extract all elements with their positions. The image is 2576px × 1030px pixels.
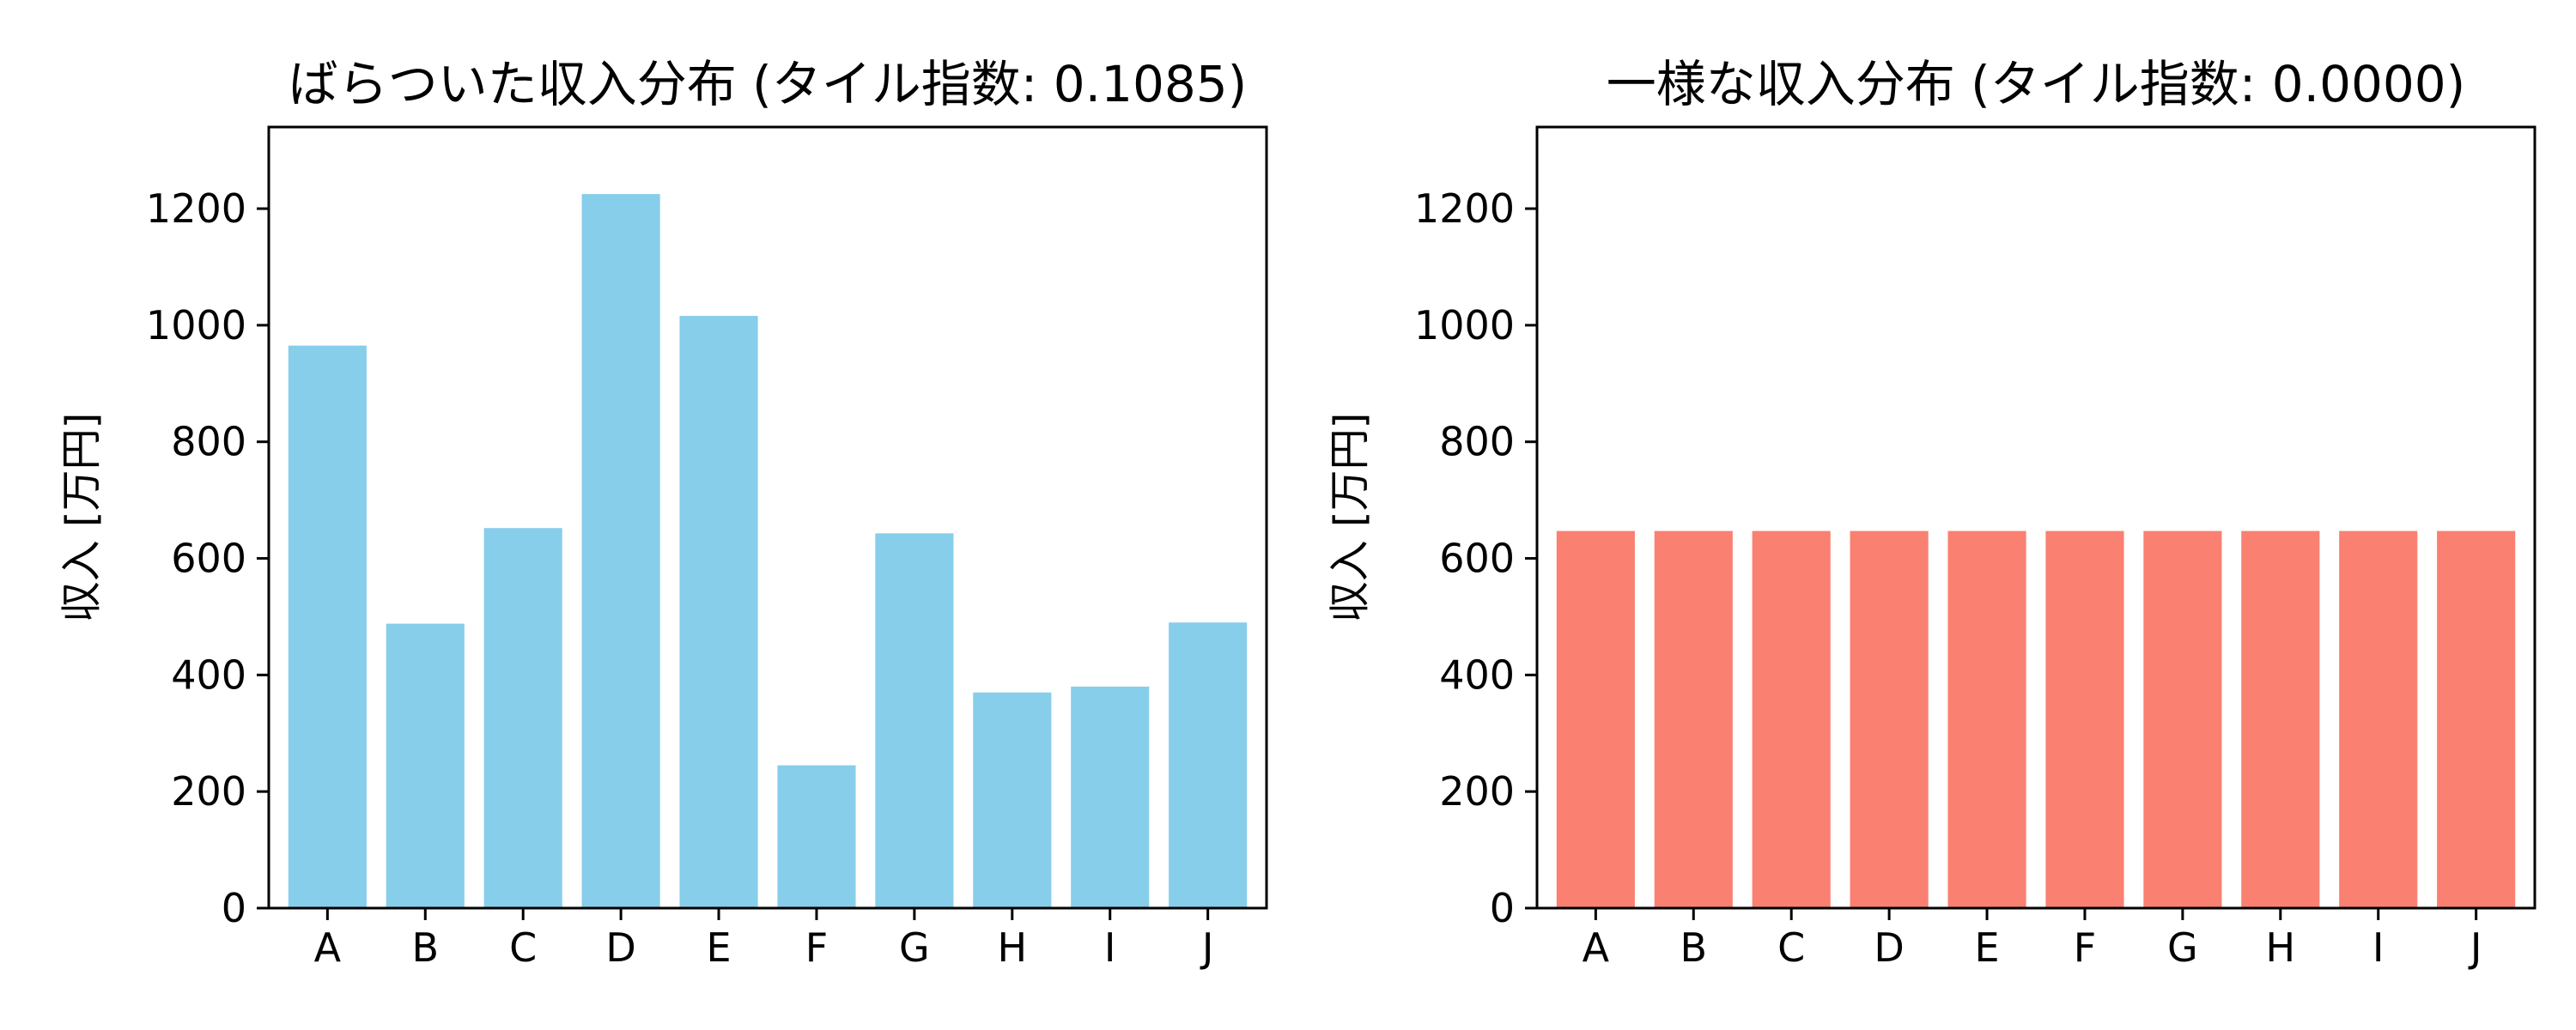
y-tick-label: 400 [171, 651, 246, 698]
bar-I [2339, 530, 2418, 908]
bar-J [2437, 530, 2516, 908]
bar-H [973, 692, 1052, 908]
x-tick-label: J [2468, 924, 2482, 971]
x-tick-label: E [707, 924, 732, 971]
bar-A [288, 345, 367, 908]
bar-C [483, 528, 562, 908]
chart-title: 一様な収入分布 (タイル指数: 0.0000) [1607, 55, 2466, 113]
x-tick-label: I [1104, 924, 1116, 971]
bar-group [288, 194, 1248, 908]
x-tick-label: F [2074, 924, 2096, 971]
y-tick-label: 1200 [146, 185, 246, 232]
bar-group [1556, 530, 2516, 908]
x-tick-label: G [899, 924, 930, 971]
bar-B [386, 623, 465, 908]
y-tick-label: 1000 [1414, 302, 1515, 348]
bar-G [875, 533, 954, 908]
y-tick-label: 1000 [146, 302, 246, 348]
bar-B [1654, 530, 1733, 908]
y-tick-label: 0 [1490, 885, 1515, 931]
bar-A [1556, 530, 1635, 908]
bar-J [1169, 622, 1248, 908]
y-tick-label: 400 [1439, 651, 1515, 698]
x-tick-label: C [509, 924, 537, 971]
y-tick-label: 200 [1439, 768, 1515, 815]
bar-G [2143, 530, 2222, 908]
plot-area-frame [1535, 125, 2537, 910]
x-tick-label: F [805, 924, 828, 971]
y-tick-label: 800 [171, 419, 246, 465]
x-tick-label: I [2372, 924, 2385, 971]
y-axis-label: 収入 [万円] [1326, 413, 1374, 623]
x-tick-label: J [1200, 924, 1214, 971]
bar-C [1752, 530, 1831, 908]
x-tick-label: D [1874, 924, 1904, 971]
chart-panel-right: 一様な収入分布 (タイル指数: 0.0000) 収入 [万円] 0 200 400 6… [1326, 55, 2537, 971]
x-tick-label: C [1777, 924, 1805, 971]
x-tick-label: G [2167, 924, 2198, 971]
bar-I [1071, 686, 1150, 908]
bar-D [581, 194, 660, 908]
y-axis-ticks: 0 200 400 600 800 1000 1200 [1414, 185, 1537, 931]
y-axis-ticks: 0 200 400 600 800 1000 1200 [146, 185, 269, 931]
bar-E [1947, 530, 2026, 908]
y-tick-label: 200 [171, 768, 246, 815]
x-tick-label: E [1975, 924, 2000, 971]
bar-D [1850, 530, 1929, 908]
x-tick-label: H [998, 924, 1028, 971]
x-tick-label: H [2266, 924, 2296, 971]
y-tick-label: 600 [1439, 536, 1515, 582]
y-tick-label: 800 [1439, 419, 1515, 465]
x-tick-label: D [605, 924, 635, 971]
bar-F [2045, 530, 2124, 908]
bar-F [777, 765, 856, 908]
y-axis-label: 収入 [万円] [58, 413, 106, 623]
y-tick-label: 1200 [1414, 185, 1515, 232]
x-tick-label: A [314, 924, 342, 971]
bar-E [679, 316, 758, 908]
x-tick-label: B [1680, 924, 1707, 971]
x-tick-label: A [1583, 924, 1610, 971]
chart-panel-left: ばらついた収入分布 (タイル指数: 0.1085) 収入 [万円] 0 200 40… [58, 55, 1268, 971]
x-tick-label: B [411, 924, 439, 971]
bar-H [2241, 530, 2320, 908]
x-axis-ticks: A B C D E F G H I J [1583, 908, 2482, 971]
x-axis-ticks: A B C D E F G H I J [314, 908, 1214, 971]
y-tick-label: 600 [171, 536, 246, 582]
plot-area-frame [267, 125, 1268, 910]
chart-title: ばらついた収入分布 (タイル指数: 0.1085) [289, 55, 1248, 113]
y-tick-label: 0 [222, 885, 246, 931]
